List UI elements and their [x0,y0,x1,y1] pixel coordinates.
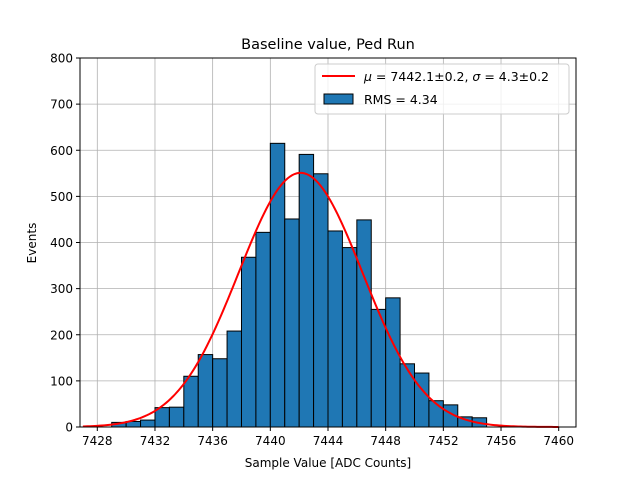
y-axis-label: Events [25,223,39,264]
histogram-bar [197,354,214,428]
histogram-bar [341,247,358,428]
chart-title: Baseline value, Ped Run [241,37,415,53]
x-tick-label: 7444 [313,434,344,448]
histogram-bar [212,358,228,428]
legend-sigma-symbol: σ [472,69,481,84]
x-tick-label: 7452 [428,434,459,448]
histogram-bar [313,173,329,428]
y-tick-label: 100 [50,374,73,388]
histogram-bars [111,142,488,428]
legend-mu-symbol: μ [363,69,372,84]
x-tick-label: 7460 [543,434,574,448]
histogram-bar [370,308,387,428]
y-tick-label: 0 [65,421,73,435]
legend-hist-label: RMS = 4.34 [364,92,438,107]
fit-curve [82,171,559,428]
y-tick-label: 500 [50,190,73,204]
ticks-layer: 7428 7432 7436 7440 7444 7448 7452 7456 7460 0 100… [50,52,574,449]
y-tick-label: 300 [50,282,73,296]
x-tick-label: 7456 [486,434,517,448]
y-tick-label: 700 [50,98,73,112]
histogram-bar [356,219,372,428]
histogram-bar [414,372,430,428]
histogram-bar [385,297,401,428]
histogram-bar [140,419,156,428]
x-tick-label: 7448 [370,434,401,448]
histogram-bar [255,231,271,428]
histogram-bar [183,375,199,428]
histogram-bar [284,218,300,428]
x-tick-label: 7432 [140,434,171,448]
y-tick-label: 200 [50,328,73,342]
histogram-bar [399,363,416,428]
histogram-bar [226,330,242,428]
fit-curve-layer [82,171,559,428]
x-tick-label: 7428 [82,434,113,448]
x-tick-label: 7440 [255,434,286,448]
histogram-bar [240,256,257,428]
legend-sigma-value: = 4.3±0.2 [480,69,549,84]
histogram-bar [327,230,343,428]
x-axis-label: Sample Value [ADC Counts] [245,456,411,470]
histogram-bar [269,142,286,428]
y-tick-label: 800 [50,52,73,66]
y-tick-label: 600 [50,144,73,158]
histogram-bar [168,406,185,428]
x-tick-label: 7436 [197,434,228,448]
legend-mu-value: = 7442.1±0.2, [372,69,472,84]
histogram-bar [298,153,315,428]
y-tick-label: 400 [50,236,73,250]
legend-box [314,63,570,115]
legend: μ = 7442.1±0.2, σ = 4.3±0.2 RMS = 4.34 [314,63,570,115]
legend-hist-swatch [323,93,354,105]
legend-fit-label: μ = 7442.1±0.2, σ = 4.3±0.2 [363,69,549,84]
